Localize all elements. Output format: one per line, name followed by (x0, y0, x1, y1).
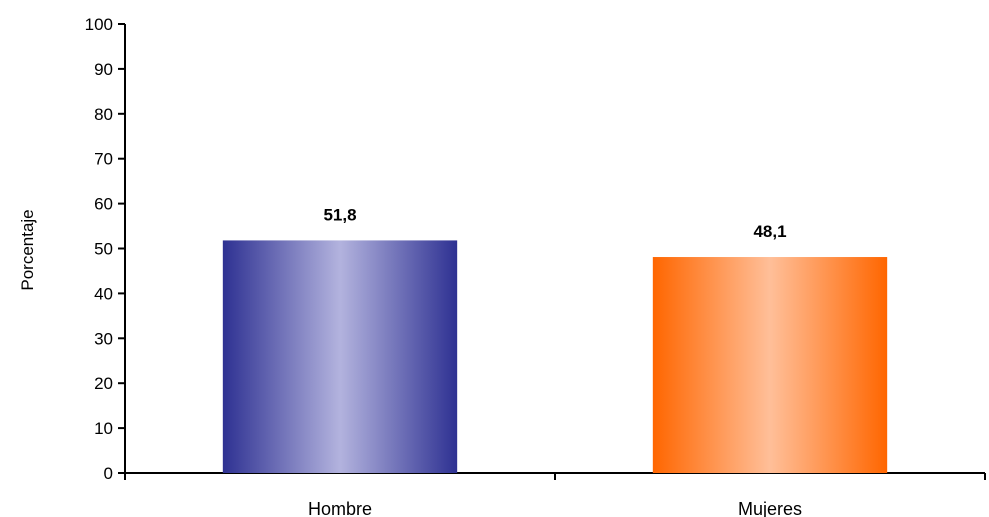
y-tick-label: 100 (85, 15, 113, 34)
y-axis-title: Porcentaje (18, 209, 37, 290)
category-label-mujeres: Mujeres (738, 499, 802, 517)
y-axis: 0 10 20 30 40 50 60 70 80 90 100 (85, 15, 126, 483)
x-axis: Hombre Mujeres (124, 472, 986, 517)
y-tick-label: 70 (94, 150, 113, 169)
y-tick-label: 40 (94, 284, 113, 303)
y-tick-label: 20 (94, 374, 113, 393)
bar-mujeres (652, 257, 888, 473)
data-label-mujeres: 48,1 (753, 222, 786, 241)
data-label-hombre: 51,8 (323, 205, 356, 224)
bar-hombre (222, 240, 458, 473)
y-tick-label: 10 (94, 419, 113, 438)
y-tick-label: 30 (94, 329, 113, 348)
y-tick-label: 90 (94, 60, 113, 79)
y-tick-label: 50 (94, 240, 113, 259)
bars: 51,8 48,1 (222, 205, 888, 473)
category-label-hombre: Hombre (308, 499, 372, 517)
y-tick-label: 80 (94, 105, 113, 124)
y-tick-label: 60 (94, 195, 113, 214)
y-tick-label: 0 (104, 464, 113, 483)
